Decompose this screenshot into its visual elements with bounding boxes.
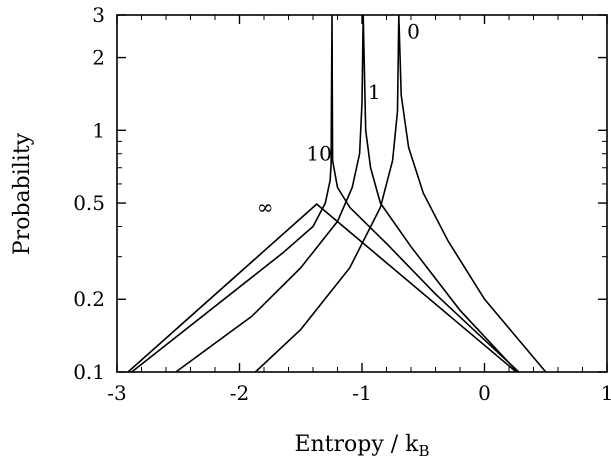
series-label: 0	[407, 19, 420, 43]
x-axis-label-main: Entropy / k	[294, 432, 419, 457]
x-axis-label-subscript: B	[419, 442, 430, 460]
y-axis-label: Probability	[10, 132, 35, 255]
axis-ticks: -3 -2 -1 0 1 0.1 0.2 0.5 1 2 3	[73, 3, 611, 405]
y-tick-label: 0.5	[73, 191, 105, 215]
y-tick-label: 0.1	[73, 360, 105, 384]
x-tick-label: -3	[107, 381, 126, 405]
y-tick-label: 0.2	[73, 287, 105, 311]
series-line	[254, 14, 547, 373]
x-axis-label: Entropy / kB	[294, 432, 429, 460]
x-tick-label: -1	[352, 381, 371, 405]
series-line	[127, 203, 517, 373]
x-tick-label: 1	[601, 381, 611, 405]
y-tick-label: 2	[92, 46, 105, 70]
series-label: 10	[306, 142, 331, 166]
series-line	[131, 14, 520, 373]
series-line	[175, 14, 519, 373]
x-tick-label: -2	[230, 381, 249, 405]
y-tick-label: 3	[92, 3, 105, 27]
x-tick-label: 0	[478, 381, 491, 405]
series-label: 1	[368, 80, 381, 104]
y-tick-label: 1	[92, 118, 105, 142]
series-curves	[127, 14, 547, 373]
series-label: ∞	[257, 195, 274, 219]
